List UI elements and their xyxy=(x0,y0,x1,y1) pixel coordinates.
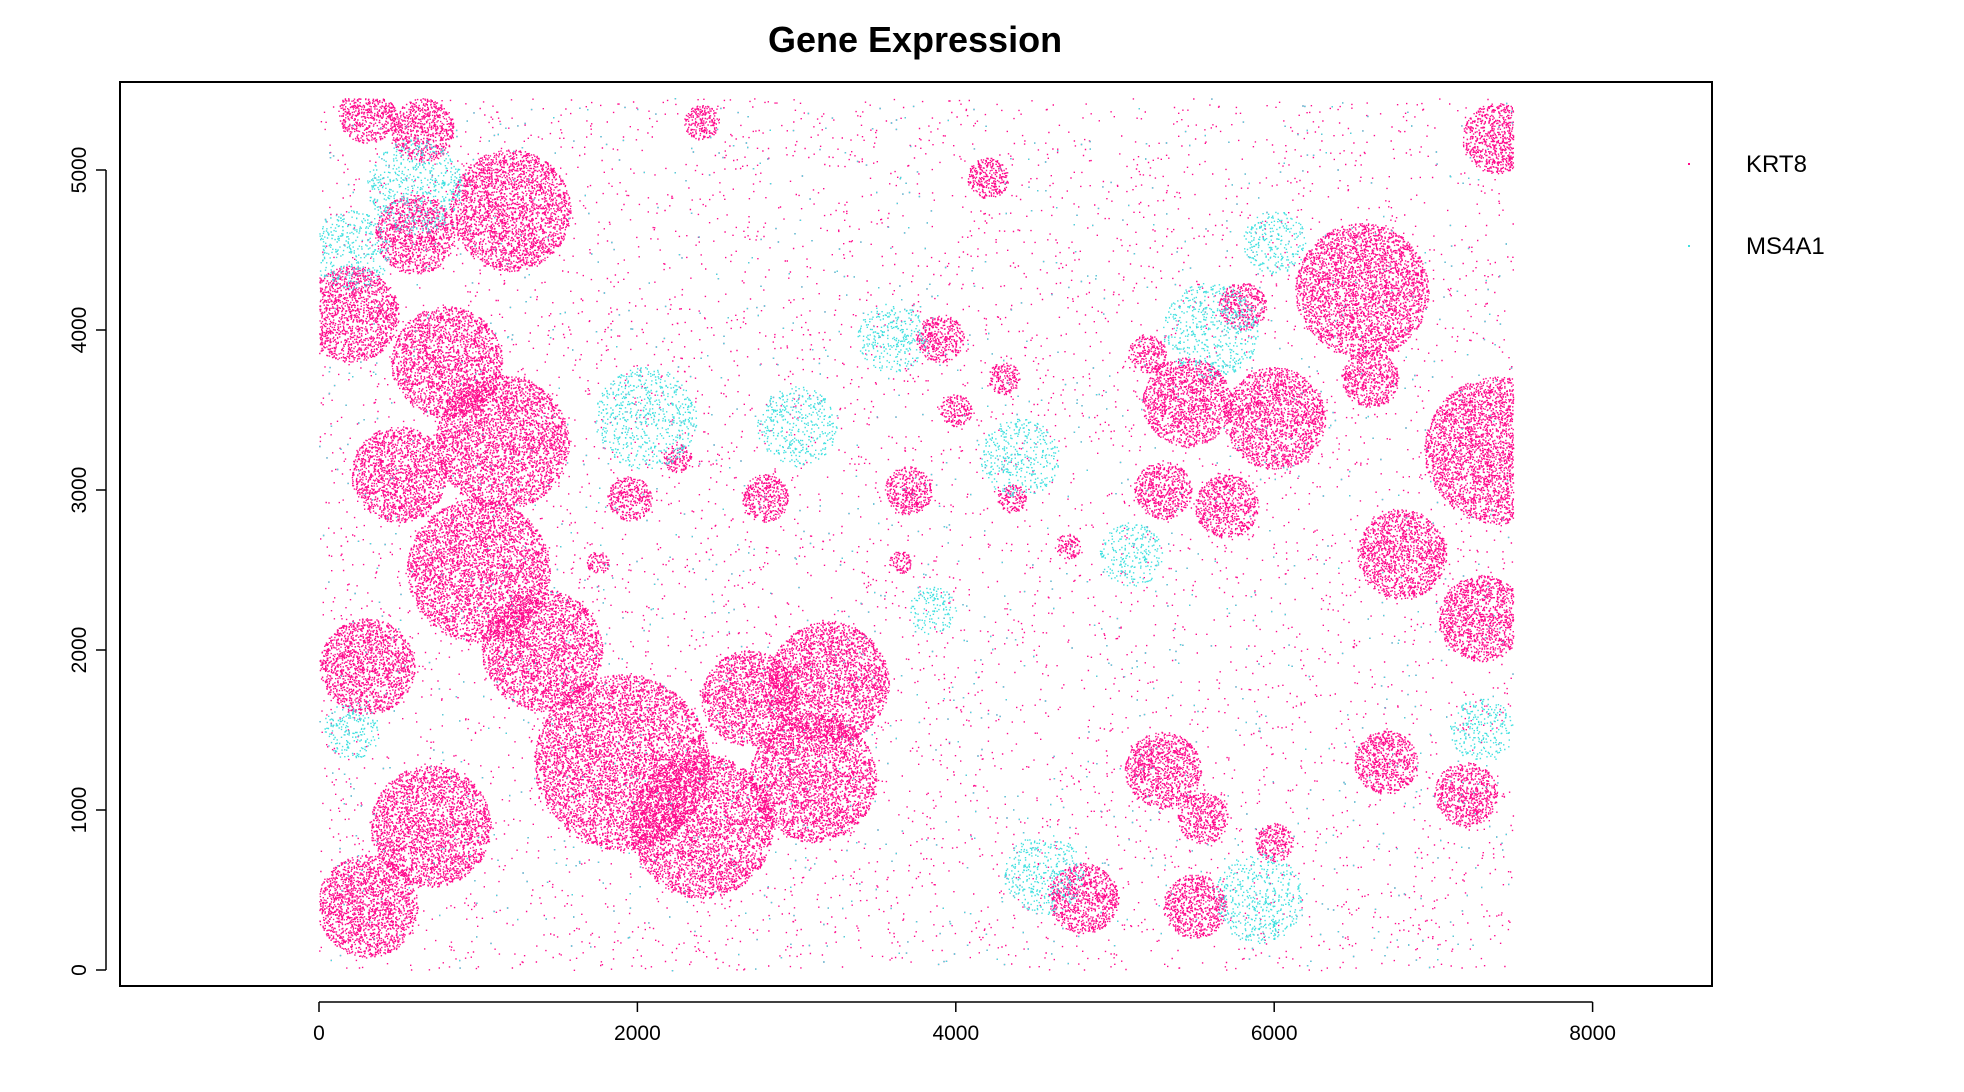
points-layer xyxy=(319,98,1515,972)
legend: KRT8 MS4A1 xyxy=(1688,151,1825,260)
y-tick-label: 4000 xyxy=(68,307,91,354)
x-axis: 0 2000 4000 6000 8000 xyxy=(313,1001,1616,1045)
y-tick-label: 0 xyxy=(68,964,91,976)
legend-marker-ms4a1 xyxy=(1688,245,1690,247)
series-krt8 xyxy=(319,98,1515,972)
legend-label-krt8: KRT8 xyxy=(1746,151,1807,178)
legend-marker-krt8 xyxy=(1688,163,1690,165)
x-tick-label: 6000 xyxy=(1251,1022,1298,1045)
x-tick-label: 8000 xyxy=(1569,1022,1616,1045)
legend-label-ms4a1: MS4A1 xyxy=(1746,233,1825,260)
series-points-krt8 xyxy=(319,98,1515,972)
y-tick-label: 3000 xyxy=(68,467,91,514)
y-tick-label: 5000 xyxy=(68,147,91,194)
chart-title: Gene Expression xyxy=(768,19,1062,60)
y-tick-label: 1000 xyxy=(68,787,91,834)
x-tick-label: 2000 xyxy=(614,1022,661,1045)
y-tick-label: 2000 xyxy=(68,627,91,674)
x-tick-label: 0 xyxy=(313,1022,325,1045)
plot-frame xyxy=(119,81,1713,987)
y-axis: 0 1000 2000 3000 4000 5000 xyxy=(68,147,107,976)
x-tick-label: 4000 xyxy=(932,1022,979,1045)
